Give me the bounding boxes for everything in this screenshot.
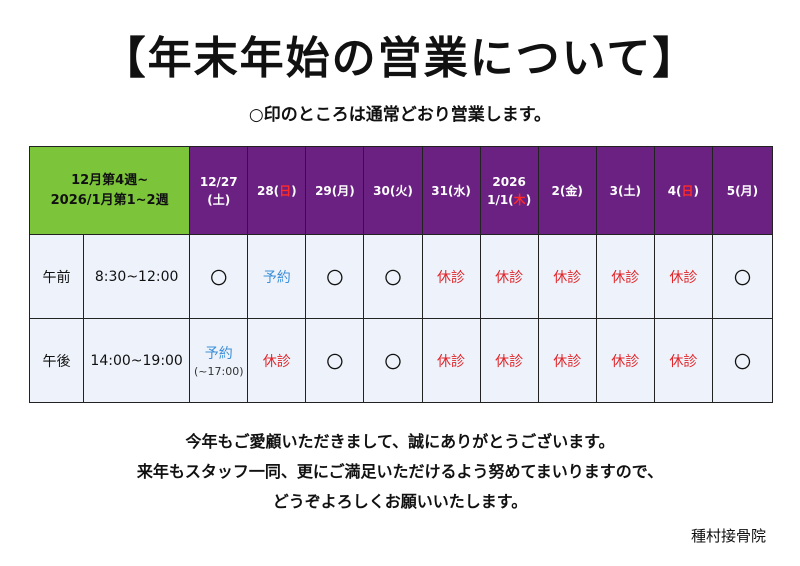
- reservation-label: 予約: [204, 346, 233, 362]
- schedule-cell: 〇: [363, 318, 423, 403]
- schedule-cell: 休診: [537, 318, 597, 403]
- closed-label: 休診: [437, 353, 466, 370]
- schedule-cell: 〇: [305, 318, 365, 403]
- closed-label: 休診: [495, 269, 524, 286]
- open-mark: 〇: [326, 353, 344, 373]
- table-row: 午後 14:00~19:00 予約 (~17:00) 休診 〇 〇 休診 休診 休診 休診 休診 〇: [28, 318, 774, 403]
- day-header: 2(金): [537, 146, 597, 235]
- day-label: ): [693, 183, 700, 198]
- schedule-cell: 〇: [189, 234, 249, 319]
- message-line: 今年もご愛顧いただきまして、誠にありがとうございます。: [185, 432, 615, 451]
- holiday-weekday: 日: [681, 183, 694, 198]
- open-mark: 〇: [733, 269, 751, 289]
- open-mark: 〇: [326, 269, 344, 289]
- clinic-name: 種村接骨院: [690, 527, 766, 545]
- schedule-cell: 休診: [421, 234, 481, 319]
- day-label: 1/1(: [487, 192, 514, 207]
- schedule-cell: 〇: [711, 234, 774, 319]
- closed-label: 休診: [553, 353, 582, 370]
- greeting-message: 今年もご愛顧いただきまして、誠にありがとうございます。 来年もスタッフ一同、更に…: [0, 427, 800, 517]
- closed-label: 休診: [611, 353, 640, 370]
- day-label: 12/27: [199, 174, 238, 189]
- day-label: (土): [207, 192, 231, 207]
- day-label: ): [525, 192, 532, 207]
- day-header: 12/27 (土): [189, 146, 249, 235]
- open-mark: 〇: [210, 269, 228, 289]
- day-header: 30(火): [363, 146, 423, 235]
- schedule-cell: 休診: [653, 234, 713, 319]
- day-label: 30(火): [373, 183, 413, 198]
- day-label: 3(土): [609, 183, 641, 198]
- open-mark: 〇: [384, 269, 402, 289]
- day-label: 2(金): [551, 183, 583, 198]
- period-label: 午後: [28, 318, 85, 403]
- holiday-weekday: 日: [279, 183, 292, 198]
- holiday-weekday: 木: [513, 192, 526, 207]
- message-line: どうぞよろしくお願いいたします。: [272, 492, 528, 511]
- schedule-cell: 予約: [247, 234, 307, 319]
- schedule-cell: 休診: [653, 318, 713, 403]
- schedule-cell: 〇: [711, 318, 774, 403]
- schedule-cell: 〇: [363, 234, 423, 319]
- page-title: 【年末年始の営業について】: [101, 33, 699, 84]
- closed-label: 休診: [669, 353, 698, 370]
- reservation-label: 予約: [262, 269, 291, 286]
- schedule-table: 12月第4週~ 2026/1月第1~2週 12/27 (土) 28(日) 29(月) 3…: [28, 146, 774, 403]
- schedule-cell: 休診: [537, 234, 597, 319]
- schedule-cell: 休診: [247, 318, 307, 403]
- day-label: 4(: [667, 183, 682, 198]
- day-label: 31(水): [431, 183, 471, 198]
- closed-label: 休診: [262, 353, 291, 370]
- closed-label: 休診: [611, 269, 640, 286]
- schedule-cell: 休診: [479, 318, 539, 403]
- message-line: 来年もスタッフ一同、更にご満足いただけるよう努めてまいりますので、: [136, 462, 664, 481]
- hours-label: 8:30~12:00: [83, 234, 191, 319]
- closed-label: 休診: [553, 269, 582, 286]
- day-label: 28(: [256, 183, 280, 198]
- week-range-line-2: 2026/1月第1~2週: [50, 192, 169, 208]
- week-range-header: 12月第4週~ 2026/1月第1~2週: [28, 146, 191, 235]
- page-subtitle: ○印のところは通常どおり営業します。: [248, 105, 552, 125]
- open-mark: 〇: [733, 353, 751, 373]
- table-row: 午前 8:30~12:00 〇 予約 〇 〇 休診 休診 休診 休診 休診 〇: [28, 234, 774, 319]
- closed-label: 休診: [437, 269, 466, 286]
- schedule-cell: 休診: [595, 318, 655, 403]
- schedule-cell: 休診: [595, 234, 655, 319]
- schedule-cell: 予約 (~17:00): [189, 318, 249, 403]
- closed-label: 休診: [495, 353, 524, 370]
- day-header: 2026 1/1(木): [479, 146, 539, 235]
- day-header: 29(月): [305, 146, 365, 235]
- day-header: 4(日): [653, 146, 713, 235]
- day-label: 5(月): [726, 183, 759, 198]
- week-range-line-1: 12月第4週~: [71, 172, 149, 188]
- closed-label: 休診: [669, 269, 698, 286]
- day-label: 29(月): [315, 183, 355, 198]
- period-label: 午前: [28, 234, 85, 319]
- day-label: 2026: [492, 174, 526, 189]
- schedule-cell: 休診: [421, 318, 481, 403]
- day-header: 28(日): [247, 146, 307, 235]
- day-header: 3(土): [595, 146, 655, 235]
- day-header: 31(水): [421, 146, 481, 235]
- day-label: ): [291, 183, 297, 198]
- day-header: 5(月): [711, 146, 774, 235]
- schedule-cell: 〇: [305, 234, 365, 319]
- header-row: 12月第4週~ 2026/1月第1~2週 12/27 (土) 28(日) 29(月) 3…: [28, 146, 774, 235]
- open-mark: 〇: [384, 353, 402, 373]
- schedule-cell: 休診: [479, 234, 539, 319]
- reservation-hours-note: (~17:00): [193, 365, 244, 378]
- hours-label: 14:00~19:00: [83, 318, 191, 403]
